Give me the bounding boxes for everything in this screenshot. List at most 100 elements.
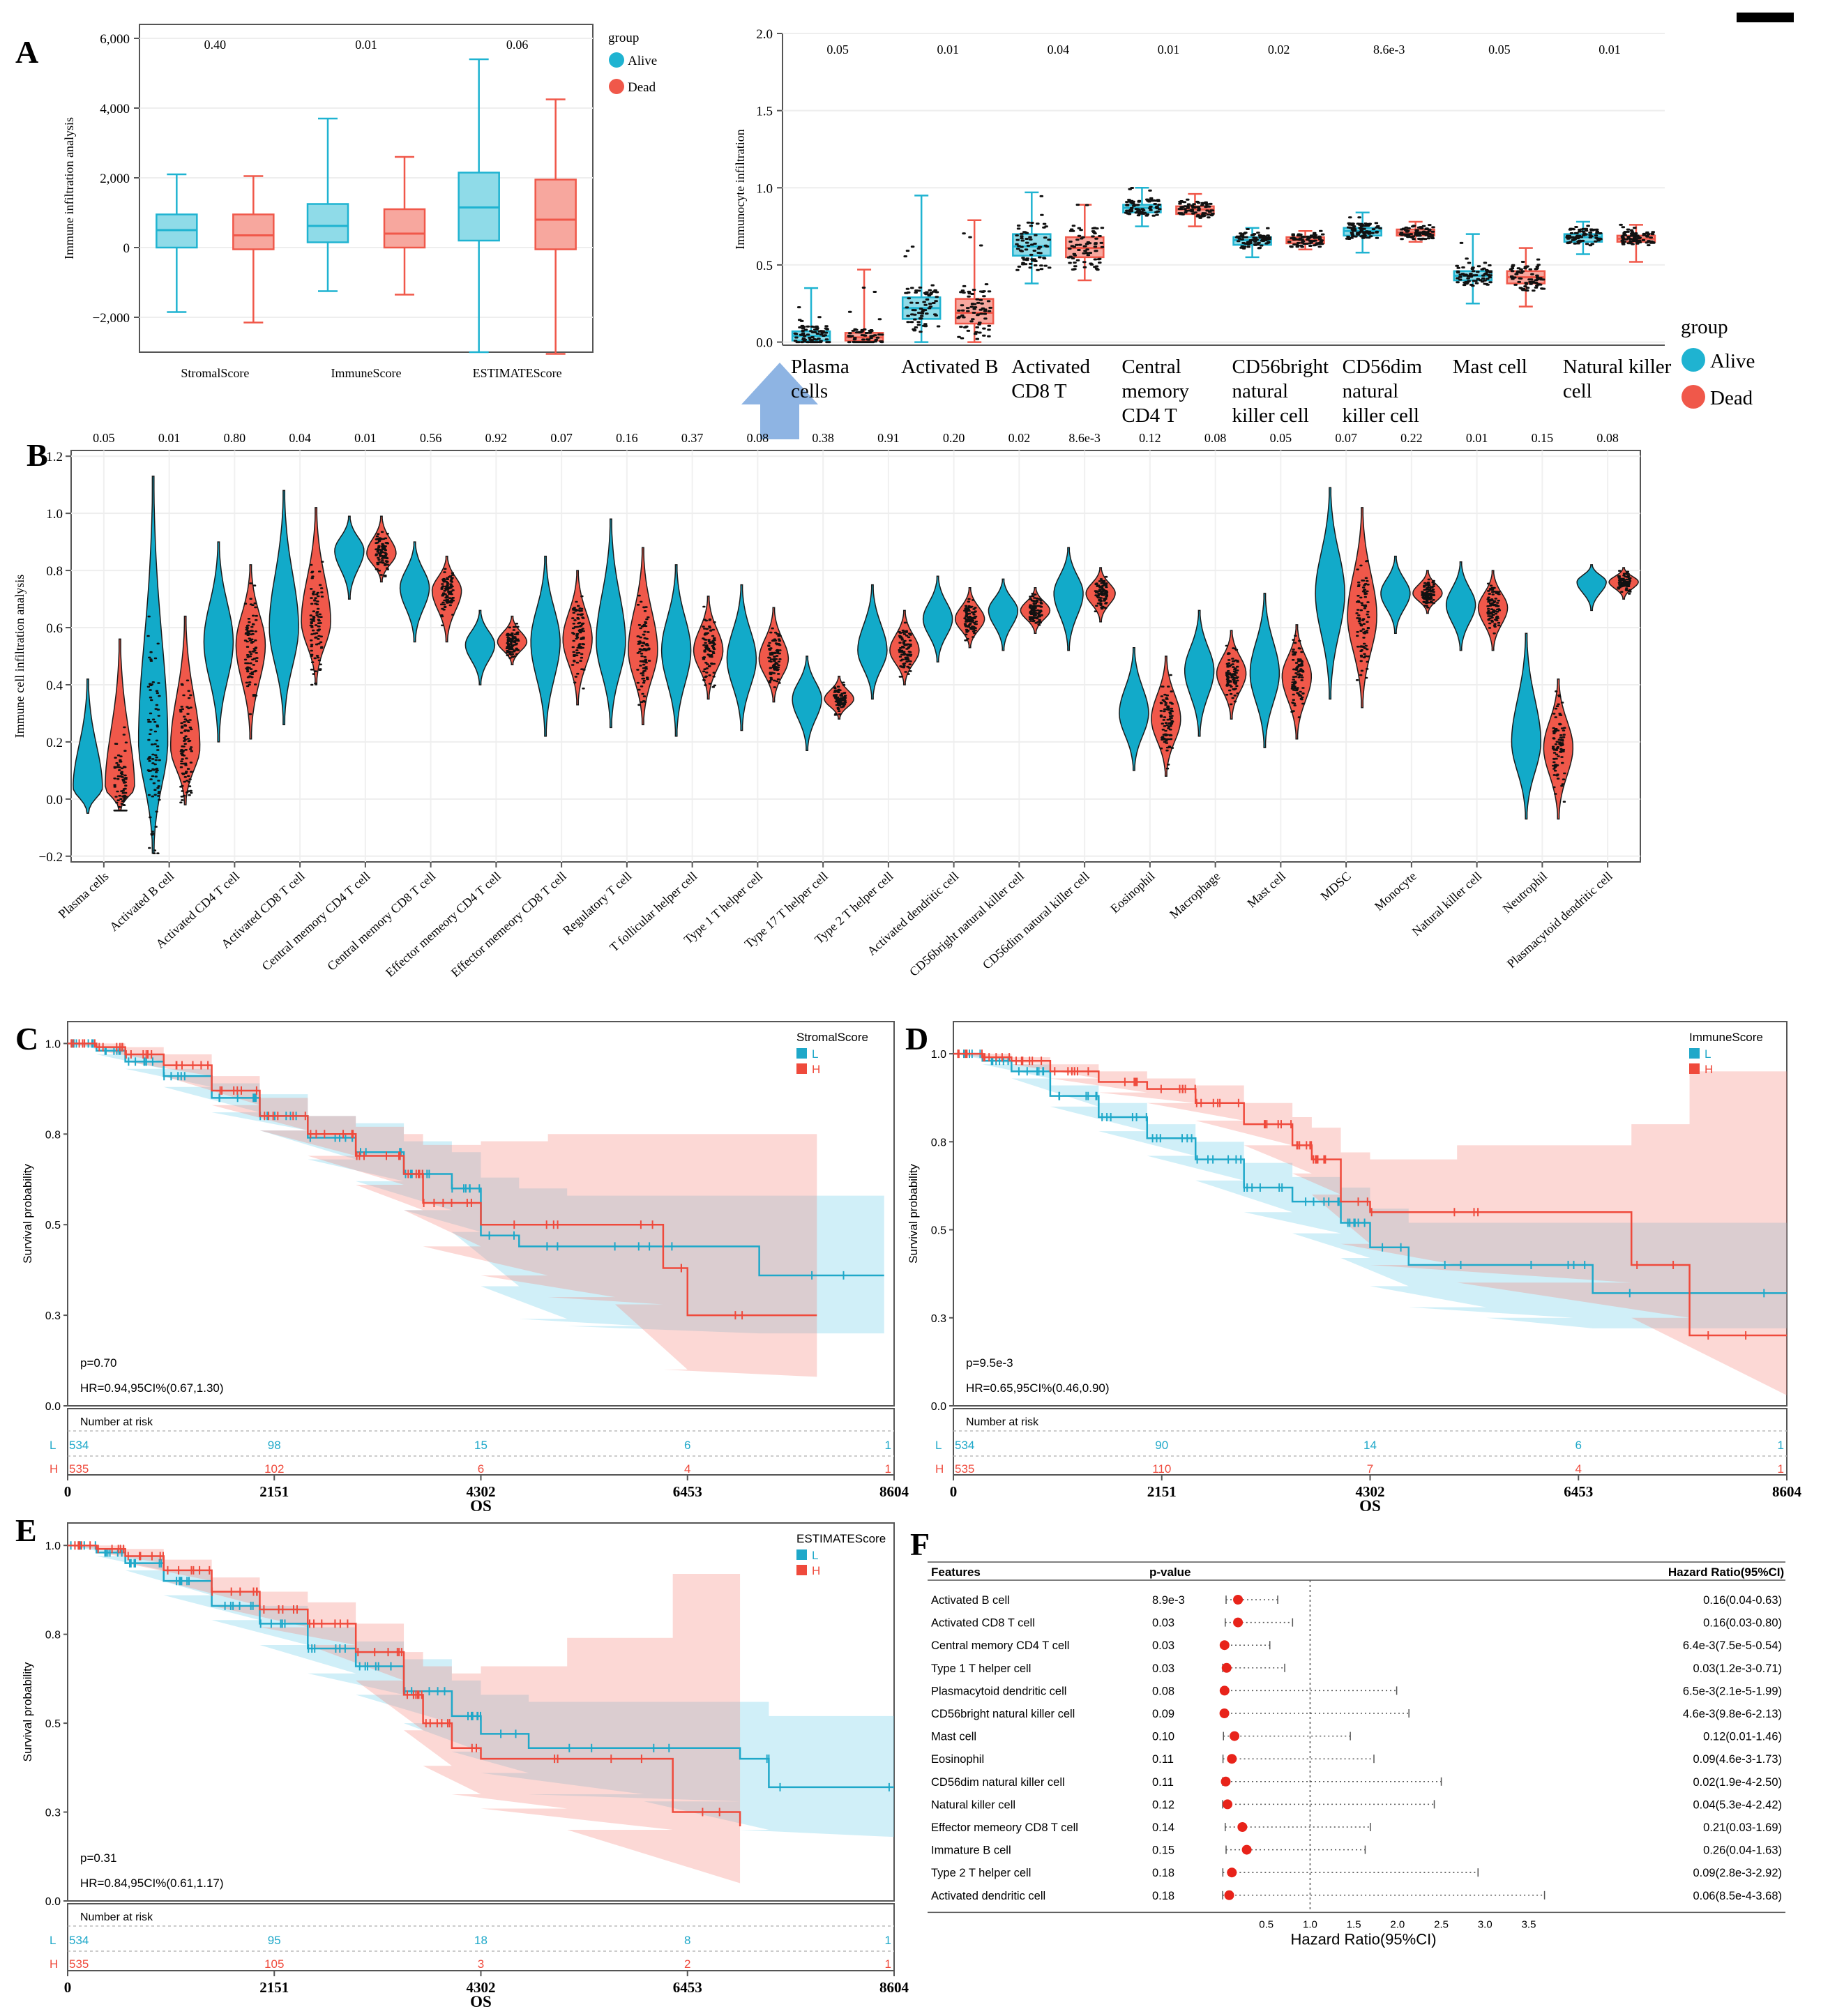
e-ytick-label: 0.0 [45, 1896, 61, 1908]
f-hr-point [1220, 1776, 1231, 1787]
f-row-feature: CD56dim natural killer cell [931, 1776, 1065, 1789]
d-risk-count-l: 534 [955, 1439, 974, 1452]
b-pvalue: 0.91 [877, 431, 900, 445]
f-header-hr: Hazard Ratio(95%CI) [1668, 1566, 1784, 1579]
e-risk-row-label: H [50, 1957, 58, 1971]
a-left-legend-label: Dead [628, 80, 656, 95]
e-ci-band-h [68, 1545, 741, 1884]
d-legend-label: H [1705, 1063, 1713, 1076]
b-violin-alive [1184, 609, 1215, 737]
b-violin-points [832, 681, 847, 716]
e-survival-curve-h [68, 1544, 741, 1826]
a-left-legend-marker-dead [609, 79, 624, 94]
f-row-pvalue: 0.10 [1152, 1731, 1174, 1743]
b-violin-alive [530, 555, 561, 737]
f-row-hr-text: 4.6e-3(9.8e-6-2.13) [1683, 1708, 1782, 1720]
b-violin-alive [1053, 547, 1084, 651]
e-legend-marker-l [796, 1549, 807, 1560]
d-legend-marker-h [1689, 1063, 1700, 1074]
d-risk-count-h: 110 [1152, 1462, 1171, 1476]
a-left-ytick-label: 6,000 [100, 32, 130, 47]
d-legend-marker-l [1689, 1048, 1700, 1059]
a-right-jitter-points [793, 306, 831, 344]
d-xtick-label: 2151 [1147, 1483, 1177, 1500]
d-ytick-label: 0.0 [931, 1401, 946, 1413]
panel-e-km-estimate: 0.0 0.3 0.5 0.8 1.0 Survival probability ESTIM… [21, 1522, 909, 2010]
a-left-pvalue: 0.01 [355, 38, 377, 52]
a-left-legend-marker-alive [609, 52, 624, 68]
f-row-hr-text: 0.09(2.8e-3-2.92) [1693, 1867, 1783, 1879]
f-row-hr-text: 0.21(0.03-1.69) [1703, 1821, 1782, 1834]
f-row-feature: Type 1 T helper cell [931, 1662, 1031, 1675]
a-right-jitter-points [1509, 258, 1546, 292]
b-pvalue: 0.37 [681, 431, 704, 445]
c-legend-label: L [812, 1047, 818, 1061]
b-violin-points [1421, 578, 1436, 609]
d-ylabel: Survival probability [907, 1164, 920, 1264]
a-right-legend-label: Dead [1710, 387, 1753, 409]
a-right-pvalue: 8.6e-3 [1373, 43, 1405, 56]
b-violin-alive [1445, 561, 1476, 651]
f-row-pvalue: 0.11 [1152, 1776, 1174, 1789]
b-violin-points [1486, 582, 1502, 635]
e-risk-count-l: 18 [474, 1934, 488, 1947]
c-risk-row-label: H [50, 1462, 58, 1476]
a-right-ytick-label: 0.5 [756, 259, 773, 273]
b-violin-points [243, 582, 259, 715]
f-hr-point [1219, 1640, 1230, 1651]
b-pvalue: 0.01 [354, 431, 377, 445]
a-left-box-dead [232, 213, 275, 250]
a-right-xtick-label: killer cell [1343, 404, 1419, 427]
e-censor-ticks-h [74, 1541, 720, 1817]
b-pvalue: 0.01 [1466, 431, 1488, 445]
f-row-hr-text: 0.06(8.5e-4-3.68) [1693, 1890, 1783, 1902]
a-right-xtick-label: natural [1232, 380, 1289, 402]
a-right-xtick-label: natural [1343, 380, 1399, 402]
b-ytick-label: 0.6 [46, 621, 63, 636]
a-right-jitter-points [1455, 241, 1492, 287]
b-violin-points [1028, 593, 1043, 626]
f-hr-point [1237, 1822, 1248, 1832]
d-risk-row-label: L [935, 1439, 942, 1452]
f-row-pvalue: 0.11 [1152, 1753, 1174, 1766]
e-risk-title: Number at risk [80, 1911, 153, 1923]
d-ytick-label: 0.8 [931, 1137, 946, 1149]
d-ci-band-l [953, 1054, 1787, 1328]
b-violin-alive [1249, 593, 1280, 748]
c-ytick-label: 0.3 [45, 1310, 61, 1322]
d-survival-curve-h [953, 1052, 1787, 1337]
d-km-frame [953, 1021, 1788, 1407]
e-ylabel: Survival probability [21, 1662, 34, 1761]
panel-d-km-immune: 0.0 0.3 0.5 0.8 1.0 Survival probability Immun… [907, 1021, 1802, 1515]
panel-label-d: D [905, 1021, 928, 1056]
f-row-pvalue: 0.18 [1152, 1890, 1174, 1902]
f-row-hr-text: 0.16(0.04-0.63) [1703, 1594, 1782, 1607]
d-xlabel: OS [1359, 1497, 1381, 1515]
b-ytick-label: 1.0 [46, 507, 63, 522]
a-left-ytick-label: −2,000 [93, 311, 130, 326]
a-left-xtick-label: ESTIMATEScore [473, 366, 562, 380]
a-right-xtick-label: CD8 T [1011, 380, 1067, 402]
f-row-pvalue: 0.14 [1152, 1821, 1174, 1834]
e-xtick-label: 2151 [259, 1979, 289, 1996]
a-left-ylabel: Immune infiltration analysis [62, 117, 76, 259]
c-risk-count-h: 535 [69, 1462, 89, 1476]
b-violin-dead [1151, 655, 1181, 777]
c-censor-ticks-h [70, 1039, 743, 1320]
d-ytick-label: 0.5 [931, 1225, 946, 1237]
f-row-hr-text: 0.26(0.04-1.63) [1703, 1844, 1782, 1857]
a-left-frame [139, 24, 594, 353]
a-left-legend-label: Alive [628, 54, 657, 68]
f-hr-point [1241, 1844, 1252, 1855]
b-pvalue: 0.20 [943, 431, 965, 445]
c-legend-title: StromalScore [796, 1031, 868, 1044]
e-risk-count-l: 8 [684, 1934, 690, 1947]
e-risk-count-h: 535 [69, 1957, 89, 1971]
e-risk-row-label: L [50, 1934, 56, 1947]
panel-c-km-stromal: 0.0 0.3 0.5 0.8 1.0 Survival probability Strom… [21, 1021, 909, 1515]
b-violin-dead [1347, 507, 1377, 708]
a-right-ytick-label: 2.0 [756, 27, 773, 42]
b-violin-alive [1380, 555, 1411, 634]
corner-black-bar [1737, 13, 1794, 22]
f-row-pvalue: 0.08 [1152, 1685, 1174, 1697]
